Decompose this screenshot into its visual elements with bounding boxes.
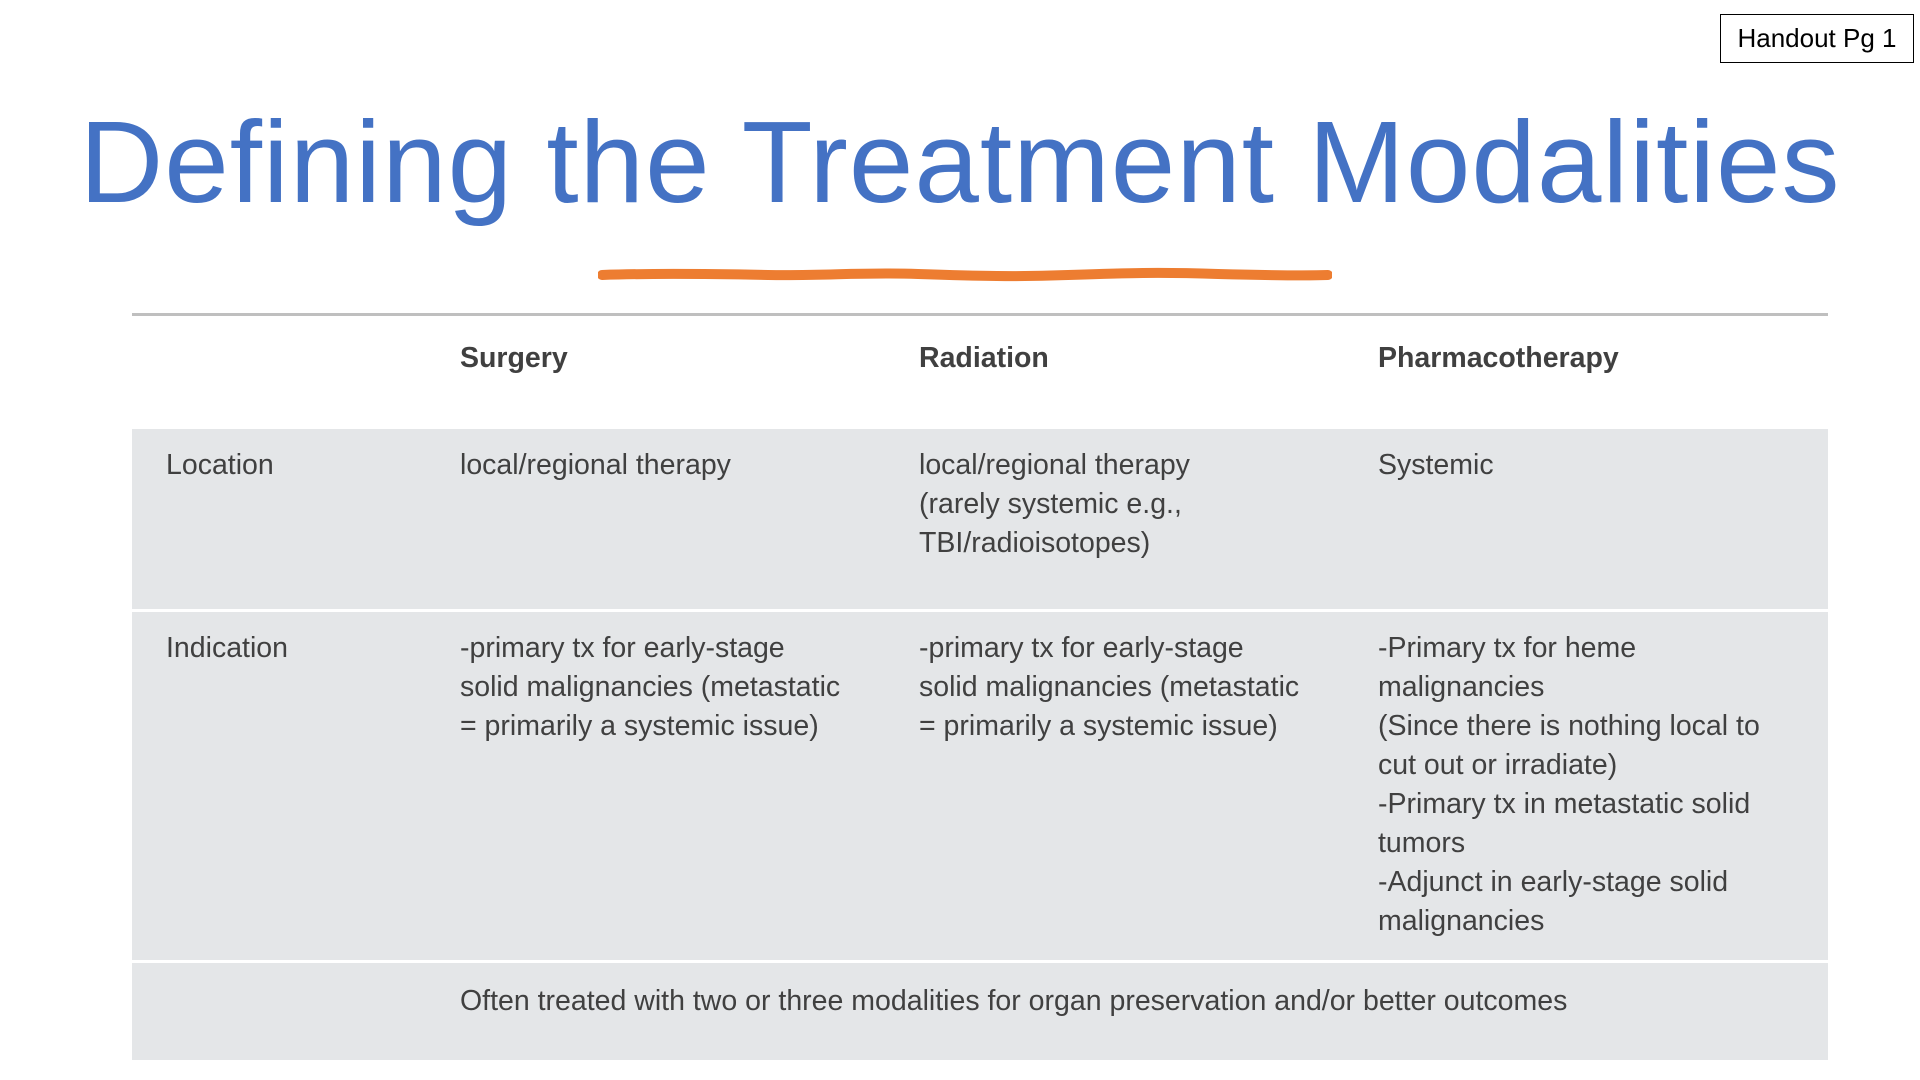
table-row-footer-note: Often treated with two or three modaliti…: [132, 963, 1828, 1060]
table-header-row: Surgery Radiation Pharmacotherapy: [132, 316, 1828, 429]
underline-path: [598, 267, 1332, 282]
table-row-indication: Indication -primary tx for early-stage so…: [132, 612, 1828, 963]
header-cell-pharmacotherapy: Pharmacotherapy: [1378, 342, 1619, 374]
header-cell-radiation: Radiation: [919, 342, 1049, 374]
footer-note-text: Often treated with two or three modaliti…: [460, 985, 1568, 1017]
slide-title: Defining the Treatment Modalities: [79, 97, 1841, 227]
modalities-table: Surgery Radiation Pharmacotherapy Locati…: [132, 313, 1828, 1060]
header-cell-empty: [132, 339, 460, 429]
row-label-location: Location: [166, 449, 274, 481]
footer-spacer-cell: [132, 982, 460, 1060]
title-underline-stroke: [598, 267, 1332, 282]
location-radiation-cell: local/regional therapy (rarely systemic e…: [919, 449, 1190, 559]
table-row-location: Location local/regional therapy local/re…: [132, 429, 1828, 612]
table-top-rule: [132, 313, 1828, 316]
row-label-indication: Indication: [166, 632, 289, 664]
location-pharmacotherapy-cell: Systemic: [1378, 449, 1494, 481]
indication-pharmacotherapy-cell: -Primary tx for heme malignancies (Since t…: [1378, 632, 1760, 937]
indication-radiation-cell: -primary tx for early-stage solid maligna…: [919, 632, 1300, 742]
handout-page-label: Handout Pg 1: [1720, 14, 1914, 63]
header-cell-surgery: Surgery: [460, 342, 568, 374]
indication-surgery-cell: -primary tx for early-stage solid maligna…: [460, 632, 841, 742]
location-surgery-cell: local/regional therapy: [460, 449, 731, 481]
